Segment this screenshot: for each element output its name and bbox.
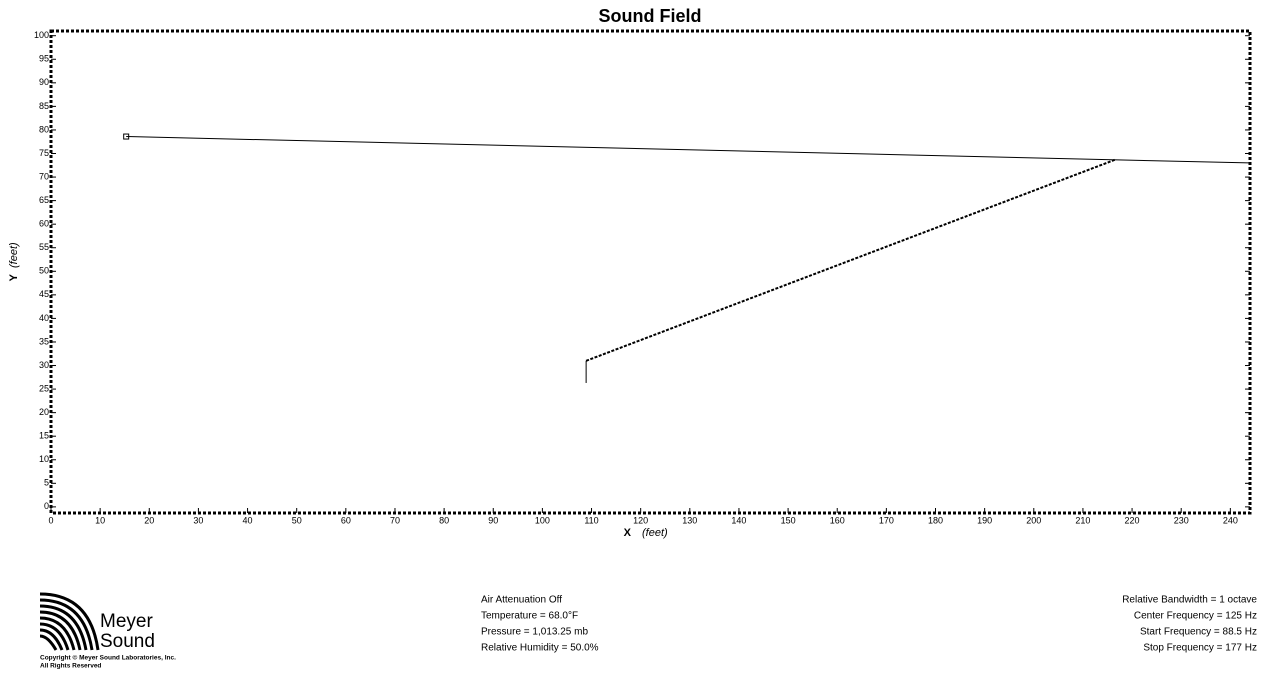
x-tick-label: 200	[1026, 515, 1041, 525]
x-tick-label: 80	[439, 515, 449, 525]
logo-arcs	[39, 592, 100, 651]
x-tick-label: 110	[584, 515, 598, 525]
x-tick-label: 190	[977, 515, 992, 525]
y-tick-label: 75	[39, 148, 49, 158]
y-tick-label: 55	[39, 242, 49, 252]
info-line: Relative Humidity = 50.0%	[481, 643, 599, 654]
y-tick-label: 25	[39, 383, 49, 393]
frequency-info: Relative Bandwidth = 1 octave Center Fre…	[1122, 595, 1257, 654]
logo: Meyer Sound Copyright © Meyer Sound Labo…	[39, 592, 176, 670]
x-tick-label: 120	[633, 515, 648, 525]
y-tick-label: 95	[39, 54, 49, 64]
info-line: Relative Bandwidth = 1 octave	[1122, 595, 1257, 606]
x-tick-label: 30	[193, 515, 203, 525]
y-tick-label: 40	[39, 313, 49, 323]
x-tick-label: 150	[781, 515, 796, 525]
x-tick-label: 40	[243, 515, 253, 525]
x-tick-label: 100	[535, 515, 550, 525]
y-tick-label: 90	[39, 77, 49, 87]
info-line: Air Attenuation Off	[481, 595, 562, 606]
info-line: Start Frequency = 88.5 Hz	[1140, 627, 1257, 638]
logo-text: Sound	[100, 631, 155, 652]
y-tick-label: 20	[39, 407, 49, 417]
x-tick-label: 90	[488, 515, 498, 525]
y-axis-label-group: Y (feet)	[8, 242, 20, 281]
series-line	[126, 136, 1249, 164]
logo-text: Meyer	[100, 611, 153, 632]
x-tick-label: 10	[95, 515, 105, 525]
x-tick-label: 50	[292, 515, 302, 525]
x-tick-label: 20	[144, 515, 154, 525]
x-tick-label: 130	[682, 515, 697, 525]
y-axis-unit: (feet)	[8, 242, 20, 268]
info-line: Temperature = 68.0°F	[481, 611, 578, 622]
copyright: All Rights Reserved	[40, 663, 101, 670]
y-tick-label: 80	[39, 124, 49, 134]
x-tick-label: 180	[928, 515, 943, 525]
air-info: Air Attenuation Off Temperature = 68.0°F…	[481, 595, 599, 654]
x-axis-label: X	[624, 527, 632, 539]
x-tick-label: 60	[341, 515, 351, 525]
y-tick-label: 30	[39, 360, 49, 370]
series-line	[585, 158, 1116, 362]
y-axis-label: Y	[8, 273, 20, 281]
y-tick-label: 10	[39, 454, 49, 464]
y-tick-label: 35	[39, 336, 49, 346]
y-tick-label: 45	[39, 289, 49, 299]
y-tick-label: 100	[34, 30, 49, 40]
copyright: Copyright © Meyer Sound Laboratories, In…	[40, 654, 176, 662]
y-tick-label: 60	[39, 219, 49, 229]
x-tick-label: 70	[390, 515, 400, 525]
x-tick-label: 230	[1174, 515, 1189, 525]
chart-title: Sound Field	[599, 6, 702, 26]
y-tick-label: 70	[39, 171, 49, 181]
info-line: Center Frequency = 125 Hz	[1134, 611, 1257, 622]
info-line: Stop Frequency = 177 Hz	[1143, 643, 1257, 654]
x-tick-label: 220	[1125, 515, 1140, 525]
y-tick-label: 65	[39, 195, 49, 205]
x-tick-label: 240	[1223, 515, 1238, 525]
y-tick-label: 0	[44, 501, 49, 511]
info-line: Pressure = 1,013.25 mb	[481, 627, 588, 638]
y-tick-label: 85	[39, 101, 49, 111]
y-tick-label: 50	[39, 266, 49, 276]
x-tick-label: 140	[731, 515, 746, 525]
x-tick-label: 210	[1075, 515, 1090, 525]
x-tick-label: 0	[48, 515, 53, 525]
x-tick-label: 160	[830, 515, 845, 525]
x-tick-label: 170	[879, 515, 894, 525]
y-tick-label: 15	[39, 431, 49, 441]
y-tick-label: 5	[44, 478, 49, 488]
plot-frame	[49, 29, 1252, 515]
x-axis-unit: (feet)	[642, 527, 668, 539]
marker	[123, 133, 130, 140]
